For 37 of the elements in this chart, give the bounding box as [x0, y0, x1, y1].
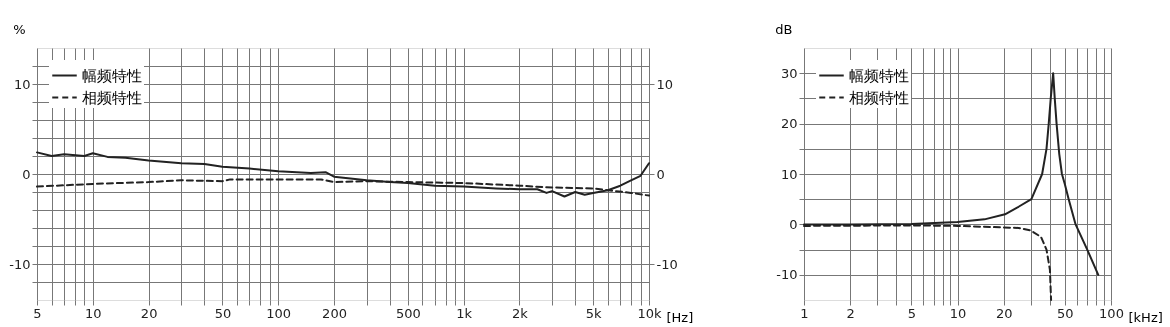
x-tick-label: 20 [995, 305, 1013, 321]
y-tick-label: 30 [780, 65, 798, 81]
y-axis-title: % [13, 21, 26, 37]
x-tick-label: 5k [585, 305, 603, 321]
y-axis-title: dB [775, 21, 793, 37]
x-tick-label: 2k [512, 305, 529, 321]
x-tick-label: 50 [214, 305, 232, 321]
x-tick-label: 5 [907, 305, 916, 321]
x-tick-label: 1k [456, 305, 473, 321]
y2-tick-label: 0 [656, 166, 665, 182]
x-axis-title: [Hz] [666, 309, 694, 325]
legend-label: 幅频特性 [849, 66, 909, 85]
y-tick-label: 10 [13, 76, 31, 92]
y2-tick-label: -10 [656, 256, 678, 272]
x-tick-label: 20 [140, 305, 158, 321]
x-tick-label: 50 [1057, 305, 1074, 321]
y-tick-label: 0 [22, 166, 31, 182]
y-tick-label: 10 [780, 166, 798, 182]
y-tick-label: 0 [789, 216, 798, 232]
x-tick-label: 10 [85, 305, 102, 321]
x-axis-title: [kHz] [1128, 309, 1163, 325]
x-tick-label: 100 [266, 305, 292, 321]
legend-label: 幅频特性 [82, 66, 142, 85]
x-tick-label: 200 [322, 305, 347, 321]
x-tick-label: 5 [33, 305, 42, 321]
x-tick-label: 10k [637, 305, 662, 321]
x-tick-label: 1 [800, 305, 809, 321]
y-tick-label: -10 [776, 267, 798, 283]
y2-tick-label: 10 [656, 76, 674, 92]
legend-label: 相频特性 [849, 88, 909, 107]
y-tick-label: 20 [780, 116, 798, 132]
x-tick-label: 2 [846, 305, 855, 321]
x-tick-label: 10 [949, 305, 967, 321]
x-tick-label: 500 [395, 305, 421, 321]
legend-label: 相频特性 [82, 88, 142, 107]
x-tick-label: 100 [1099, 305, 1124, 321]
y-tick-label: -10 [9, 256, 31, 272]
